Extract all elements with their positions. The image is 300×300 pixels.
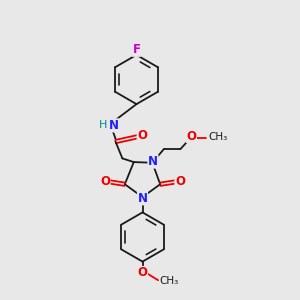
- Text: H: H: [99, 120, 107, 130]
- Text: O: O: [186, 130, 197, 142]
- Text: O: O: [175, 175, 185, 188]
- Text: O: O: [100, 175, 110, 188]
- Text: CH₃: CH₃: [159, 276, 178, 286]
- Text: O: O: [137, 129, 147, 142]
- Text: N: N: [148, 155, 158, 168]
- Text: N: N: [137, 192, 148, 205]
- Text: N: N: [109, 119, 119, 132]
- Text: O: O: [137, 266, 148, 280]
- Text: CH₃: CH₃: [208, 132, 227, 142]
- Text: F: F: [133, 43, 140, 56]
